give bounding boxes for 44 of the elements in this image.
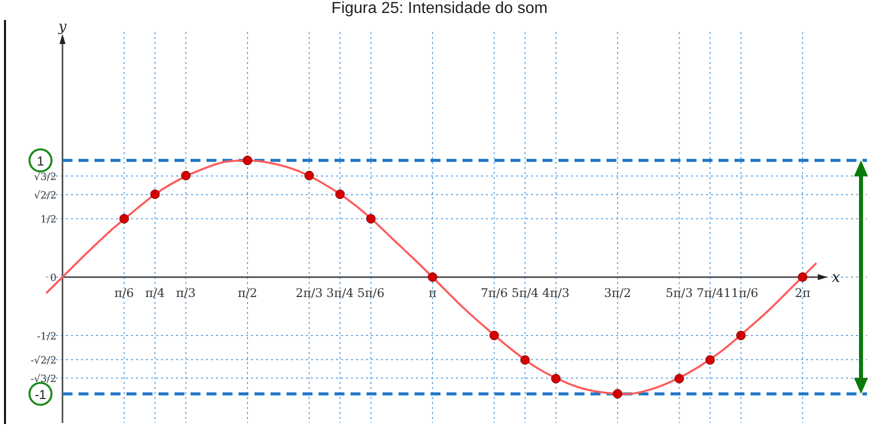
y-tick-label: 1/2 bbox=[40, 214, 56, 226]
point bbox=[736, 330, 746, 340]
x-tick-label: 4π/3 bbox=[542, 286, 570, 300]
point bbox=[798, 272, 808, 282]
y-tick-label: -√3/2 bbox=[30, 373, 56, 386]
point bbox=[242, 156, 252, 166]
point bbox=[335, 189, 345, 199]
chart-title: Figura 25: Intensidade do som bbox=[330, 0, 549, 18]
y-tick-label: 0 bbox=[50, 273, 56, 284]
point bbox=[181, 170, 191, 180]
x-axis-title: x bbox=[832, 268, 841, 286]
x-tick-label: 5π/6 bbox=[357, 286, 384, 300]
x-tick-label: 5π/3 bbox=[666, 286, 693, 300]
x-tick-label: π/2 bbox=[238, 286, 258, 300]
y-tick-label: √3/2 bbox=[34, 171, 56, 184]
x-tick-label: 5π/4 bbox=[511, 286, 540, 300]
y-tick-label: -1/2 bbox=[37, 331, 56, 342]
x-tick-label: π bbox=[428, 286, 437, 300]
ref-line-label: 1 bbox=[36, 153, 44, 168]
point bbox=[612, 389, 622, 399]
point bbox=[520, 355, 530, 365]
y-axis-title: y bbox=[58, 19, 68, 35]
y-tick-label: √2/2 bbox=[34, 190, 56, 202]
point bbox=[119, 214, 129, 224]
y-tick-label: -√2/2 bbox=[30, 354, 56, 367]
x-tick-label: 3π/4 bbox=[326, 286, 354, 300]
x-tick-label: π/6 bbox=[114, 286, 134, 300]
x-tick-label: π/3 bbox=[176, 286, 196, 300]
x-tick-label: 2π bbox=[794, 286, 810, 300]
point bbox=[304, 170, 314, 180]
point bbox=[674, 374, 684, 384]
x-tick-label: 11π/6 bbox=[723, 286, 758, 300]
point bbox=[489, 330, 499, 340]
point bbox=[705, 355, 715, 365]
x-tick-label: π/4 bbox=[145, 286, 166, 300]
x-tick-label: 7π/6 bbox=[480, 286, 508, 300]
point bbox=[366, 214, 376, 224]
x-tick-label: 2π/3 bbox=[296, 286, 323, 300]
point bbox=[150, 189, 160, 199]
point bbox=[551, 374, 561, 384]
point bbox=[428, 272, 438, 282]
ref-line-label: -1 bbox=[34, 386, 46, 402]
x-tick-label: 3π/2 bbox=[604, 286, 632, 300]
x-tick-label: 7π/4 bbox=[696, 286, 724, 300]
